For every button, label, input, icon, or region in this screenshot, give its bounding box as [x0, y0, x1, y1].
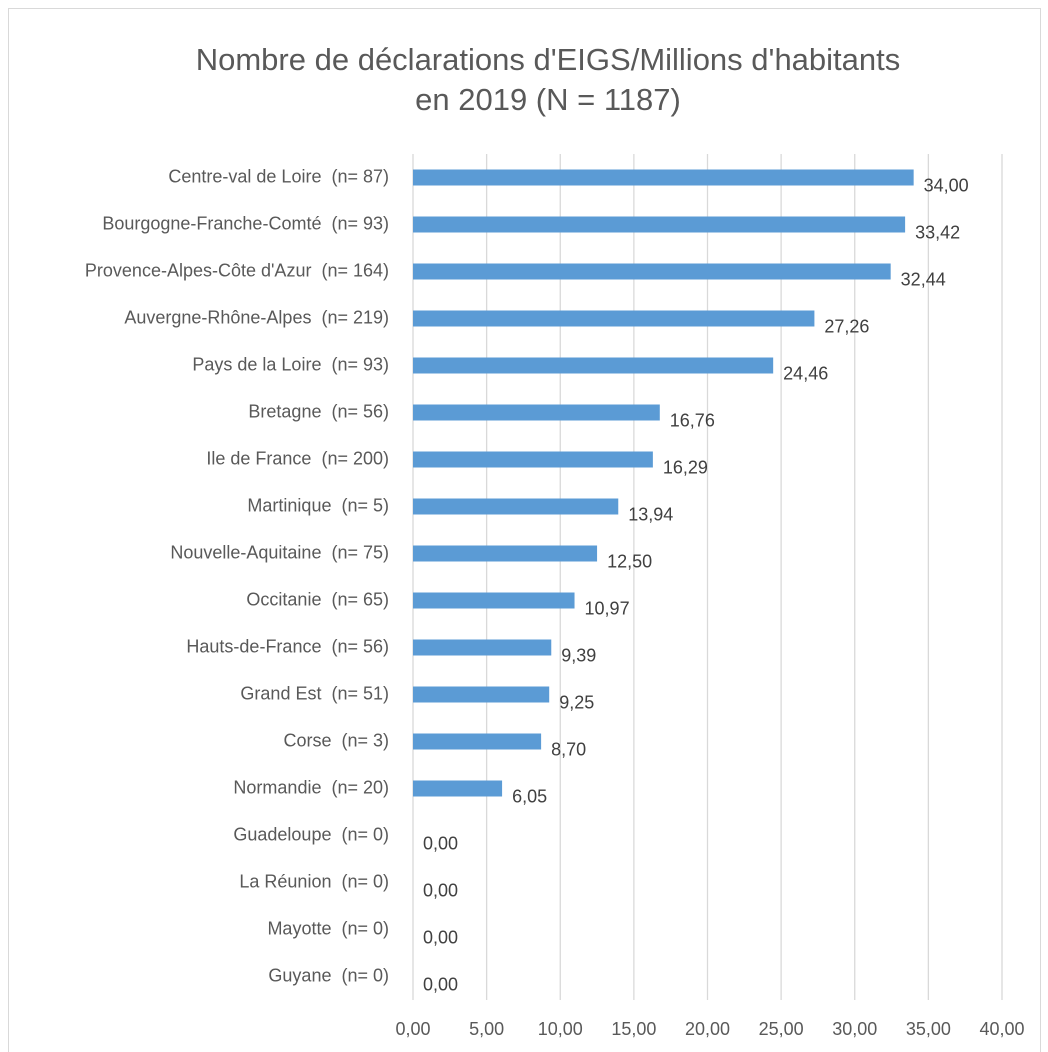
value-label: 0,00 [423, 833, 458, 853]
value-label: 24,46 [783, 363, 828, 383]
y-tick-label: Guyane (n= 0) [268, 965, 389, 985]
bar [413, 263, 891, 280]
bar [413, 169, 914, 186]
value-label: 8,70 [551, 739, 586, 759]
bar [413, 592, 575, 609]
y-tick-label: Normandie (n= 20) [233, 777, 389, 797]
y-tick-label: Bourgogne-Franche-Comté (n= 93) [102, 213, 389, 233]
x-tick-label: 20,00 [685, 1019, 730, 1039]
value-label: 0,00 [423, 880, 458, 900]
value-label: 33,42 [915, 222, 960, 242]
value-label: 0,00 [423, 927, 458, 947]
x-tick-label: 15,00 [611, 1019, 656, 1039]
y-tick-label: Bretagne (n= 56) [248, 401, 389, 421]
bar [413, 545, 598, 562]
y-tick-label: Ile de France (n= 200) [206, 448, 389, 468]
x-tick-label: 0,00 [395, 1019, 430, 1039]
chart-title: en 2019 (N = 1187) [415, 82, 681, 117]
value-label: 6,05 [512, 786, 547, 806]
bar [413, 639, 552, 656]
value-label: 10,97 [585, 598, 630, 618]
value-label: 34,00 [924, 175, 969, 195]
value-label: 9,39 [561, 645, 596, 665]
bar [413, 216, 906, 233]
bar [413, 357, 774, 374]
bar [413, 451, 653, 468]
y-tick-label: Provence-Alpes-Côte d'Azur (n= 164) [85, 260, 389, 280]
y-tick-label: Grand Est (n= 51) [240, 683, 389, 703]
value-label: 27,26 [824, 316, 869, 336]
bar [413, 686, 550, 703]
y-tick-label: La Réunion (n= 0) [239, 871, 389, 891]
y-tick-label: Corse (n= 3) [283, 730, 389, 750]
y-tick-label: Occitanie (n= 65) [246, 589, 389, 609]
value-label: 0,00 [423, 974, 458, 994]
bar [413, 310, 815, 327]
x-tick-label: 25,00 [759, 1019, 804, 1039]
value-label: 32,44 [901, 269, 946, 289]
y-tick-label: Auvergne-Rhône-Alpes (n= 219) [124, 307, 389, 327]
x-tick-label: 10,00 [538, 1019, 583, 1039]
value-label: 16,29 [663, 457, 708, 477]
bar [413, 498, 619, 515]
y-tick-label: Hauts-de-France (n= 56) [186, 636, 389, 656]
bar [413, 404, 660, 421]
bar [413, 733, 542, 750]
y-tick-label: Martinique (n= 5) [247, 495, 389, 515]
value-label: 13,94 [628, 504, 673, 524]
value-label: 12,50 [607, 551, 652, 571]
chart-title: Nombre de déclarations d'EIGS/Millions d… [196, 42, 901, 77]
x-tick-label: 35,00 [906, 1019, 951, 1039]
y-tick-label: Centre-val de Loire (n= 87) [168, 166, 389, 186]
bar [413, 780, 503, 797]
y-tick-label: Pays de la Loire (n= 93) [192, 354, 389, 374]
x-tick-label: 5,00 [469, 1019, 504, 1039]
chart-border [8, 8, 1041, 1052]
x-tick-label: 30,00 [832, 1019, 877, 1039]
value-label: 9,25 [559, 692, 594, 712]
value-label: 16,76 [670, 410, 715, 430]
y-tick-label: Guadeloupe (n= 0) [233, 824, 389, 844]
y-tick-label: Nouvelle-Aquitaine (n= 75) [170, 542, 389, 562]
y-tick-label: Mayotte (n= 0) [267, 918, 389, 938]
x-tick-label: 40,00 [979, 1019, 1024, 1039]
